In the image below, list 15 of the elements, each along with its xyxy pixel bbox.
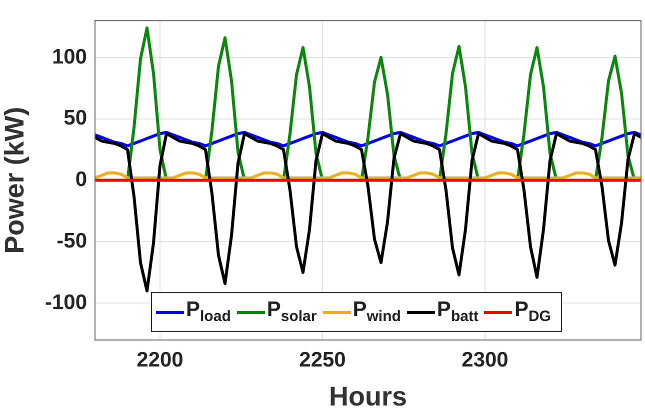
- legend-label: P$_{wind}$: [352, 298, 401, 326]
- x-axis-title: Hours: [328, 381, 408, 412]
- y-tick-label: 0: [75, 168, 87, 192]
- legend-label: P$_{DG}$: [514, 298, 551, 326]
- y-tick-label: 50: [64, 106, 87, 130]
- x-tick-label: 2300: [462, 348, 508, 372]
- y-tick-label: -100: [44, 290, 87, 314]
- legend-label: P$_{load}$: [186, 298, 231, 326]
- y-tick-label: -50: [56, 230, 87, 253]
- y-tick-label: 100: [52, 45, 87, 68]
- legend-label: P$_{batt}$: [436, 298, 478, 326]
- legend-label: P$_{solar}$: [266, 298, 317, 326]
- x-tick-label: 2250: [299, 348, 346, 372]
- y-axis-title: Power (kW): [0, 106, 30, 254]
- x-tick-label: 2200: [136, 348, 184, 372]
